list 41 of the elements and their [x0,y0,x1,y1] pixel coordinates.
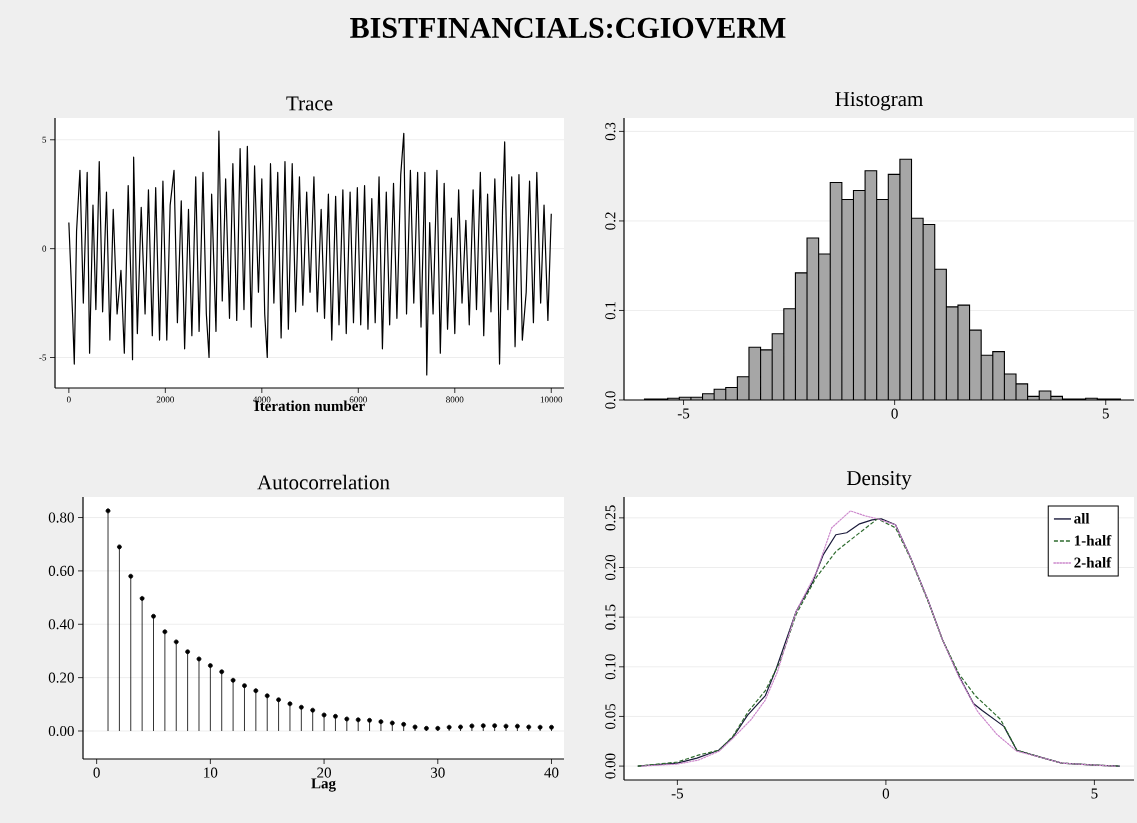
x-tick-label: 10000 [540,396,563,403]
y-tick-label: 5 [42,136,47,143]
y-tick-label: 0.05 [605,703,616,730]
x-tick-label: 5 [1102,408,1109,419]
x-tick-label: 10 [204,767,218,778]
y-tick-label: 0.25 [605,505,616,531]
x-tick-label: 0 [882,788,890,799]
chart-title: Histogram [835,92,924,111]
y-tick-label: -5 [39,354,47,361]
y-tick-label: 0.40 [48,619,74,630]
x-tick-label: 40 [544,767,559,778]
x-tick-label: 20 [317,767,332,778]
y-tick-label: 0.1 [605,301,616,320]
x-axis-title: Lag [311,778,336,792]
legend-label: 2-half [1074,556,1112,568]
y-tick-label: 0.80 [48,512,74,523]
x-tick-label: 0 [93,767,100,778]
legend-label: all [1074,513,1090,524]
x-tick-label: 5 [1091,788,1098,799]
y-tick-label: 0.00 [605,753,616,779]
chart-title: Trace [286,96,333,111]
y-tick-label: 0.20 [48,672,74,683]
x-tick-label: 2000 [156,396,174,403]
y-tick-label: 0.20 [605,554,616,581]
y-tick-label: 0.0 [605,391,616,409]
y-tick-label: 0.2 [605,212,616,230]
y-tick-label: 0 [42,245,47,252]
legend-label: 1-half [1074,534,1112,546]
x-tick-label: 0 [891,408,898,419]
chart-title: Autocorrelation [257,474,390,490]
y-tick-label: 0.00 [48,725,74,737]
y-tick-label: 0.3 [605,122,616,141]
x-tick-label: -5 [671,788,684,799]
x-tick-label: -5 [677,408,690,419]
chart-title: Density [846,471,912,490]
y-tick-label: 0.15 [605,604,616,630]
y-tick-label: 0.10 [605,654,616,680]
x-tick-label: 30 [431,767,445,778]
y-tick-label: 0.60 [48,565,74,577]
text: BISTFINANCIALS:CGIOVERM [350,17,786,39]
x-tick-label: 8000 [446,396,464,403]
